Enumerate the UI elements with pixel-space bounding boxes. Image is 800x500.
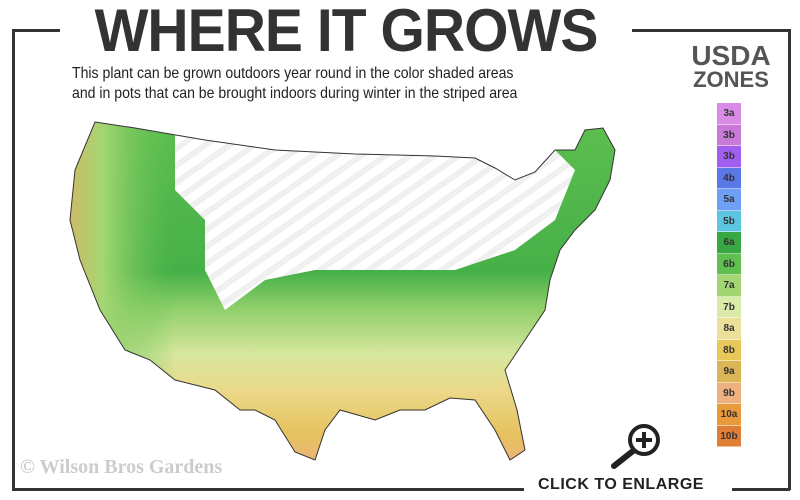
magnifier-plus-icon[interactable] — [608, 422, 664, 470]
zone-legend: 3a 3b 3b 4b 5a 5b 6a 6b 7a 7b 8a 8b 9a 9b 10a 10b — [717, 103, 741, 447]
subtitle: This plant can be grown outdoors year ro… — [72, 64, 517, 104]
legend-zone-10a: 10a — [717, 404, 741, 426]
legend-zone-3b: 3b — [717, 146, 741, 168]
legend-zone-3b: 3b — [717, 124, 741, 146]
frame-left — [12, 29, 15, 490]
legend-zone-6b: 6b — [717, 253, 741, 275]
legend-title: USDA ZONES — [676, 40, 786, 92]
subtitle-line-2: and in pots that can be brought indoors … — [72, 85, 518, 102]
usda-zone-map[interactable] — [55, 110, 655, 470]
legend-zone-8a: 8a — [717, 318, 741, 340]
legend-title-line-1: USDA — [691, 40, 771, 71]
frame-bottom-right — [732, 488, 790, 491]
legend-title-line-2: ZONES — [693, 67, 769, 92]
legend-zone-9b: 9b — [717, 382, 741, 404]
legend-zone-10b: 10b — [717, 425, 741, 447]
frame-bottom-left — [12, 488, 524, 491]
legend-zone-7b: 7b — [717, 296, 741, 318]
us-outline — [69, 121, 616, 461]
legend-zone-6a: 6a — [717, 232, 741, 254]
legend-zone-3a: 3a — [717, 103, 741, 125]
legend-zone-5b: 5b — [717, 210, 741, 232]
striped-area — [175, 130, 575, 310]
legend-zone-7a: 7a — [717, 275, 741, 297]
frame-top-left — [12, 29, 60, 32]
page-title: WHERE IT GROWS — [94, 0, 599, 64]
legend-zone-4b: 4b — [717, 167, 741, 189]
subtitle-line-1: This plant can be grown outdoors year ro… — [72, 65, 514, 82]
click-to-enlarge-button[interactable]: CLICK TO ENLARGE — [538, 476, 704, 493]
copyright-watermark: © Wilson Bros Gardens — [20, 456, 223, 478]
legend-zone-9a: 9a — [717, 361, 741, 383]
legend-zone-5a: 5a — [717, 189, 741, 211]
frame-top-right — [632, 29, 790, 32]
frame-right — [788, 29, 791, 490]
legend-zone-8b: 8b — [717, 339, 741, 361]
